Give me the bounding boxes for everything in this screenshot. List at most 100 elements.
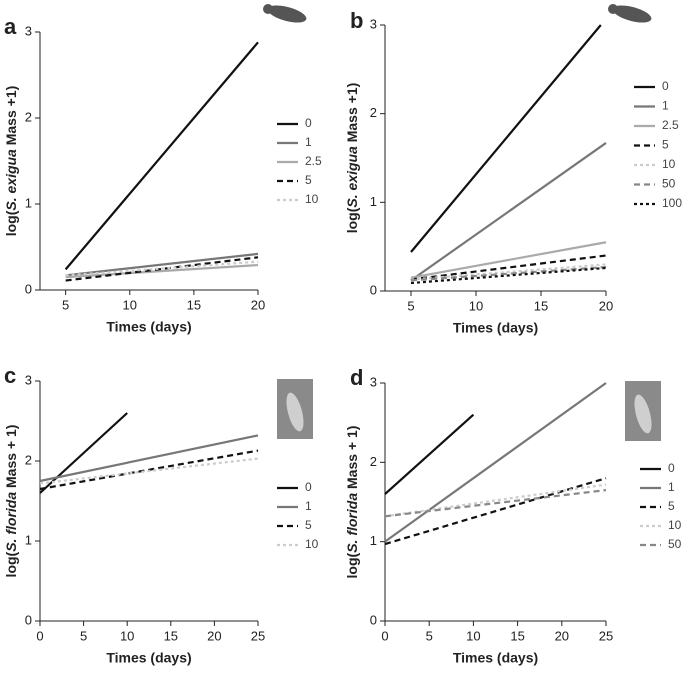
series-line xyxy=(39,412,128,494)
x-tick-label: 10 xyxy=(469,298,483,313)
series-line xyxy=(410,265,607,282)
y-axis-title: log(S. florida Mass + 1) xyxy=(3,425,19,578)
y-axis-title-part: log( xyxy=(3,551,19,577)
series-line xyxy=(65,260,259,277)
legend-label: 1 xyxy=(305,135,312,149)
x-tick-label: 15 xyxy=(164,628,178,643)
panel: d 0 1 2 3 0 5 10 15 20 25 Times (days) log(S. florid… xyxy=(344,365,682,666)
y-axis-title-part: log( xyxy=(3,210,19,236)
y-tick-label: 3 xyxy=(370,374,377,389)
series-line xyxy=(410,254,607,281)
legend-label: 10 xyxy=(305,537,319,551)
y-tick-label: 2 xyxy=(25,109,32,124)
y-tick-label: 0 xyxy=(370,282,377,297)
y-tick-label: 0 xyxy=(370,612,377,627)
y-axis-title-part: log( xyxy=(344,207,360,233)
y-tick-label: 3 xyxy=(25,23,32,38)
x-tick-label: 0 xyxy=(36,628,43,643)
legend-label: 1 xyxy=(662,99,669,113)
y-axis-title: log(S. exigua Mass +1) xyxy=(3,86,19,237)
x-tick-label: 0 xyxy=(381,628,388,643)
series-line xyxy=(39,449,259,491)
y-tick-label: 3 xyxy=(370,16,377,31)
legend-label: 1 xyxy=(305,499,312,513)
panel-label: b xyxy=(350,8,363,33)
legend-label: 5 xyxy=(305,518,312,532)
y-axis-title-part: S. exigua xyxy=(344,146,360,208)
legend-label: 5 xyxy=(662,138,669,152)
series-line xyxy=(410,266,607,285)
y-axis-title-part: log( xyxy=(344,552,360,578)
panel-label: c xyxy=(4,363,16,388)
y-axis-title-part: S. florida xyxy=(344,493,360,553)
series-line xyxy=(384,477,607,546)
x-tick-label: 10 xyxy=(466,628,480,643)
y-tick-label: 0 xyxy=(25,612,32,627)
legend-label: 10 xyxy=(305,192,319,206)
x-tick-label: 20 xyxy=(207,628,221,643)
legend-label: 0 xyxy=(662,79,669,93)
caterpillar-icon xyxy=(263,4,652,23)
y-axis-title-part: Mass + 1) xyxy=(3,425,19,492)
larva-photo xyxy=(277,379,661,441)
legend-label: 2.5 xyxy=(662,118,679,132)
legend-label: 100 xyxy=(662,196,682,210)
series-line xyxy=(410,263,607,281)
x-tick-label: 25 xyxy=(599,628,613,643)
x-tick-label: 15 xyxy=(534,298,548,313)
legend-label: 0 xyxy=(305,116,312,130)
x-tick-label: 20 xyxy=(555,628,569,643)
panel-label: a xyxy=(4,14,17,39)
x-tick-label: 5 xyxy=(426,628,433,643)
y-axis-title: log(S. florida Mass + 1) xyxy=(344,426,360,579)
legend-label: 0 xyxy=(668,461,675,475)
legend-label: 1 xyxy=(668,480,675,494)
y-axis-title-part: Mass +1) xyxy=(344,83,360,146)
y-tick-label: 1 xyxy=(25,195,32,210)
panel-label: d xyxy=(350,365,363,390)
y-axis-title: log(S. exigua Mass +1) xyxy=(344,83,360,234)
y-tick-label: 3 xyxy=(25,372,32,387)
y-tick-label: 2 xyxy=(25,452,32,467)
legend-label: 2.5 xyxy=(305,154,322,168)
x-tick-label: 10 xyxy=(120,628,134,643)
legend-label: 0 xyxy=(305,480,312,494)
y-tick-label: 2 xyxy=(370,105,377,120)
series-line xyxy=(39,434,259,483)
x-axis-title: Times (days) xyxy=(106,319,191,335)
x-tick-label: 15 xyxy=(510,628,524,643)
series-line xyxy=(410,24,602,253)
series-line xyxy=(384,382,607,543)
y-axis-title-part: S. exigua xyxy=(3,149,19,211)
legend-label: 5 xyxy=(305,173,312,187)
series-line xyxy=(410,142,607,282)
y-tick-label: 2 xyxy=(370,454,377,469)
series-line xyxy=(384,489,607,518)
legend-label: 50 xyxy=(668,537,682,551)
y-axis-title-part: Mass + 1) xyxy=(344,426,360,493)
series-line xyxy=(65,263,259,279)
series-line xyxy=(39,457,259,485)
series-line xyxy=(65,252,259,277)
x-axis-title: Times (days) xyxy=(453,650,538,666)
series-line xyxy=(64,41,259,271)
x-tick-label: 25 xyxy=(251,628,265,643)
y-tick-label: 1 xyxy=(370,194,377,209)
y-tick-label: 0 xyxy=(25,281,32,296)
x-tick-label: 15 xyxy=(187,297,201,312)
legend-label: 50 xyxy=(662,177,676,191)
x-tick-label: 20 xyxy=(251,297,265,312)
legend-label: 10 xyxy=(662,157,676,171)
y-tick-label: 1 xyxy=(25,532,32,547)
x-tick-label: 5 xyxy=(62,297,69,312)
x-tick-label: 20 xyxy=(599,298,613,313)
series-line xyxy=(384,413,475,495)
y-axis-title-part: Mass +1) xyxy=(3,86,19,149)
legend-label: 5 xyxy=(668,499,675,513)
series-line xyxy=(384,483,607,518)
x-tick-label: 5 xyxy=(407,298,414,313)
series-line xyxy=(65,256,259,282)
x-axis-title: Times (days) xyxy=(106,650,191,666)
